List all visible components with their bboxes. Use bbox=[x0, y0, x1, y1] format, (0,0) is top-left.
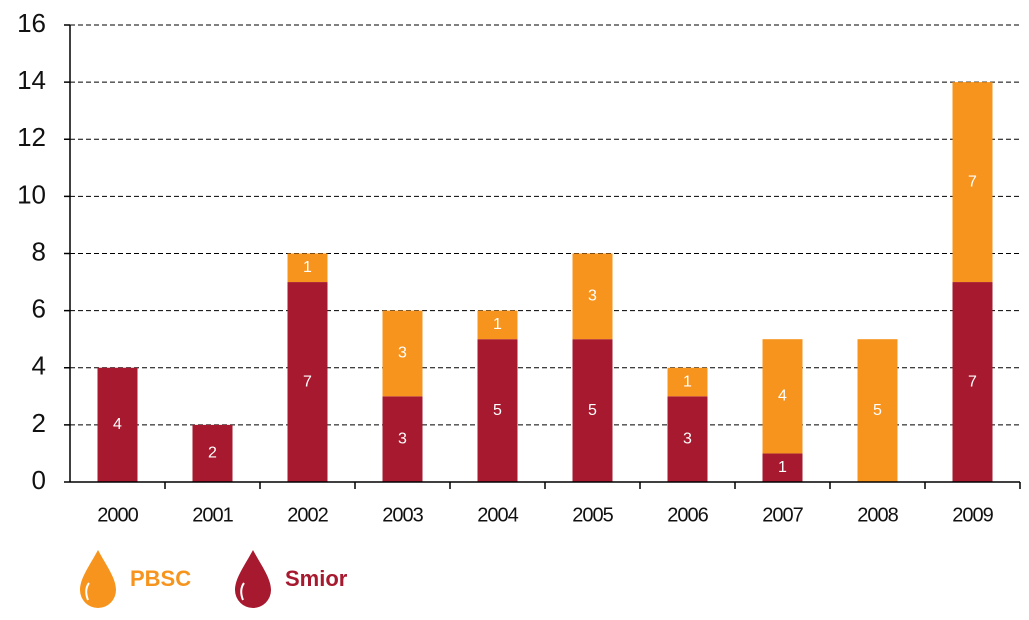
value-label: 3 bbox=[398, 430, 407, 447]
bar-segment bbox=[477, 339, 518, 482]
y-tick-label: 12 bbox=[17, 122, 46, 152]
x-tick-label: 2001 bbox=[192, 504, 233, 526]
bar-segment bbox=[382, 310, 423, 397]
legend-icon bbox=[235, 550, 271, 608]
y-tick-label: 16 bbox=[17, 8, 46, 38]
value-label: 7 bbox=[968, 373, 977, 390]
value-label: 2 bbox=[208, 445, 217, 462]
x-tick-label: 2000 bbox=[97, 504, 138, 526]
legend-icon-highlight bbox=[85, 582, 90, 601]
value-label: 1 bbox=[303, 259, 312, 276]
x-tick-label: 2009 bbox=[952, 504, 993, 526]
bar-segment bbox=[287, 282, 328, 482]
legend-label: Smior bbox=[285, 566, 348, 591]
x-tick-label: 2003 bbox=[382, 504, 423, 526]
value-label: 7 bbox=[968, 173, 977, 190]
legend-icon bbox=[80, 550, 116, 608]
bar-segment bbox=[382, 396, 423, 482]
y-tick-label: 4 bbox=[32, 351, 46, 381]
x-tick-label: 2008 bbox=[857, 504, 898, 526]
value-label: 4 bbox=[113, 416, 122, 433]
bar-segment bbox=[952, 282, 993, 482]
legend-label: PBSC bbox=[130, 566, 191, 591]
value-label: 3 bbox=[588, 288, 597, 305]
value-label: 1 bbox=[493, 316, 502, 333]
value-label: 1 bbox=[778, 459, 787, 476]
bar-segment bbox=[952, 82, 993, 283]
bar-segment bbox=[572, 339, 613, 482]
bar-segment bbox=[762, 453, 803, 482]
x-tick-label: 2002 bbox=[287, 504, 328, 526]
value-label: 3 bbox=[683, 430, 692, 447]
x-tick-label: 2006 bbox=[667, 504, 708, 526]
bar-segment bbox=[477, 310, 518, 340]
bar-segment bbox=[857, 339, 898, 482]
y-tick-label: 14 bbox=[17, 65, 46, 95]
value-label: 1 bbox=[683, 373, 692, 390]
y-tick-label: 0 bbox=[32, 465, 46, 495]
value-label: 7 bbox=[303, 373, 312, 390]
bar-segment bbox=[97, 367, 138, 482]
bar-segment bbox=[762, 339, 803, 454]
bar-segment bbox=[287, 253, 328, 283]
bar-segment bbox=[667, 367, 708, 397]
bar-segment bbox=[192, 424, 233, 482]
value-label: 5 bbox=[588, 402, 597, 419]
value-label: 5 bbox=[873, 402, 882, 419]
y-tick-label: 2 bbox=[32, 408, 46, 438]
y-tick-label: 6 bbox=[32, 294, 46, 324]
x-tick-label: 2007 bbox=[762, 504, 803, 526]
x-tick-label: 2005 bbox=[572, 504, 613, 526]
legend-icon-highlight bbox=[240, 582, 245, 601]
x-tick-label: 2004 bbox=[477, 504, 518, 526]
value-label: 5 bbox=[493, 402, 502, 419]
y-tick-label: 10 bbox=[17, 179, 46, 209]
bar-segment bbox=[667, 396, 708, 482]
value-label: 3 bbox=[398, 345, 407, 362]
value-label: 4 bbox=[778, 388, 787, 405]
bar-segment bbox=[572, 253, 613, 340]
y-tick-label: 8 bbox=[32, 236, 46, 266]
